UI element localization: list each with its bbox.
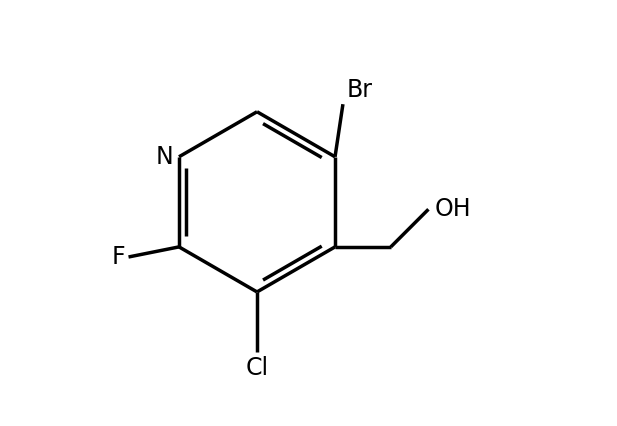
Text: Cl: Cl (246, 356, 268, 380)
Text: F: F (112, 245, 125, 269)
Text: OH: OH (434, 197, 471, 221)
Text: Br: Br (346, 78, 373, 102)
Text: N: N (155, 145, 173, 169)
